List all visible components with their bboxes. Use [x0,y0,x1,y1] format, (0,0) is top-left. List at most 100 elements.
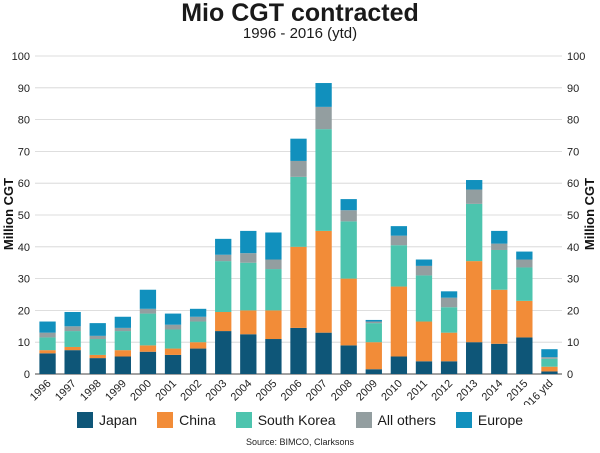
chart-title: Mio CGT contracted [181,0,419,27]
bar-japan-2005 [265,339,282,374]
bar-south-korea-2013 [466,203,483,262]
legend-swatch [157,412,174,428]
bar-europe-2008 [340,199,357,211]
bar-europe-2000 [139,289,157,309]
bar-south-korea-1999 [114,331,131,351]
bar-all-others-2003 [215,254,232,262]
legend: Japan China South Korea All others Europe [0,408,600,432]
bar-china-2004 [240,310,257,335]
legend-label: Europe [477,412,524,428]
bar-japan-2004 [240,334,257,374]
y-tick-label-right: 30 [567,274,579,286]
bar-china-2015 [516,300,533,338]
bar-south-korea-2011 [415,275,433,322]
bar-all-others-2001 [164,324,182,330]
legend-label: All others [377,412,436,428]
bar-europe-2007 [315,83,332,107]
bar-europe-2014 [491,230,508,244]
legend-swatch [455,412,472,428]
legend-item-europe: Europe [455,412,524,428]
bar-china-2001 [164,348,182,355]
legend-item-all-others: All others [355,412,436,428]
bar-south-korea-2006 [290,176,307,247]
y-tick-label-left: 70 [18,146,30,158]
y-tick-label-left: 80 [18,115,30,127]
bar-japan-2009 [365,369,382,374]
bar-china-2012 [440,332,458,362]
bar-south-korea-2015 [516,267,533,301]
legend-label: South Korea [257,412,336,428]
y-axis-right: 0 10 20 30 40 50 60 70 80 90 100 [567,51,585,381]
y-tick-label-right: 20 [567,305,579,317]
y-tick-label-right: 40 [567,242,579,254]
bar-china-2011 [415,321,433,362]
bar-china-2013 [466,261,483,343]
y-tick-label-left: 30 [18,274,30,286]
x-tick-label: 2010 [379,378,405,404]
legend-item-south-korea: South Korea [235,412,336,428]
bar-south-korea-2001 [164,329,182,349]
bar-all-others-2014 [491,243,508,250]
bar-all-others-1998 [89,335,106,340]
bar-all-others-2004 [240,253,257,263]
bar-europe-2002 [189,308,207,317]
bar-japan-1996 [39,353,56,374]
y-tick-label-left: 40 [18,242,30,254]
x-tick-label: 2008 [329,378,355,404]
bar-china-2006 [290,246,307,328]
bar-japan-2010 [390,356,408,374]
bar-europe-1997 [64,311,81,327]
bar-south-korea-2010 [390,245,408,287]
y-axis-left: 0 10 20 30 40 50 60 70 80 90 100 [12,51,30,381]
bar-all-others-2006 [290,160,307,177]
y-tick-label-left: 0 [24,369,30,381]
bar-europe-2003 [215,238,232,255]
y-tick-label-right: 10 [567,337,579,349]
bar-europe-2010 [390,226,408,236]
bar-south-korea-1996 [39,337,56,351]
y-tick-label-right: 60 [567,178,579,190]
bar-europe-2015 [516,251,533,260]
bar-china-2009 [365,342,382,370]
bar-south-korea-1997 [64,331,81,347]
legend-item-china: China [157,412,216,428]
chart-subtitle: 1996 - 2016 (ytd) [242,25,358,42]
bar-europe-2013 [466,180,483,190]
bar-japan-2014 [491,343,508,374]
stacked-bar-chart: 0 10 20 30 40 50 60 70 80 90 100 0 10 20 30 40 50 60 70 80… [1,51,597,405]
y-tick-label-left: 60 [18,178,30,190]
x-tick-label: 2014 [480,378,506,404]
y-tick-label-right: 50 [567,210,579,222]
x-tick-label: 2011 [405,378,430,403]
legend-item-japan: Japan [76,412,137,428]
y-tick-label-left: 20 [18,305,30,317]
bar-south-korea-1998 [89,339,106,355]
y-tick-label-left: 10 [18,337,30,349]
bar-europe-2016-ytd [541,349,558,358]
bar-china-2007 [315,230,332,333]
bar-japan-2003 [215,331,232,374]
bar-south-korea-2007 [315,129,332,231]
x-tick-label: 2005 [254,378,280,404]
bar-europe-1999 [114,316,131,328]
legend-swatch [355,412,372,428]
x-tick-label: 1998 [78,378,104,404]
bar-japan-1998 [89,358,106,374]
bar-south-korea-2008 [340,221,357,279]
x-axis: 1996 1997 1998 1999 2000 2001 2002 2003 2004 2005… [28,378,556,405]
bar-japan-2001 [164,354,182,374]
bar-china-2000 [139,345,157,352]
bar-china-1996 [39,350,56,354]
bar-all-others-2016-ytd [541,357,558,359]
x-tick-label: 2012 [429,378,455,404]
bar-europe-2006 [290,138,307,161]
y-tick-label-right: 0 [567,369,573,381]
x-tick-label: 2006 [279,378,305,404]
bar-japan-2006 [290,327,307,374]
y-tick-label-right: 100 [567,51,585,63]
bar-china-2008 [340,278,357,346]
bar-all-others-1999 [114,327,131,332]
y-tick-label-left: 100 [12,51,30,63]
bar-europe-2012 [440,291,458,298]
bar-japan-2012 [440,361,458,374]
